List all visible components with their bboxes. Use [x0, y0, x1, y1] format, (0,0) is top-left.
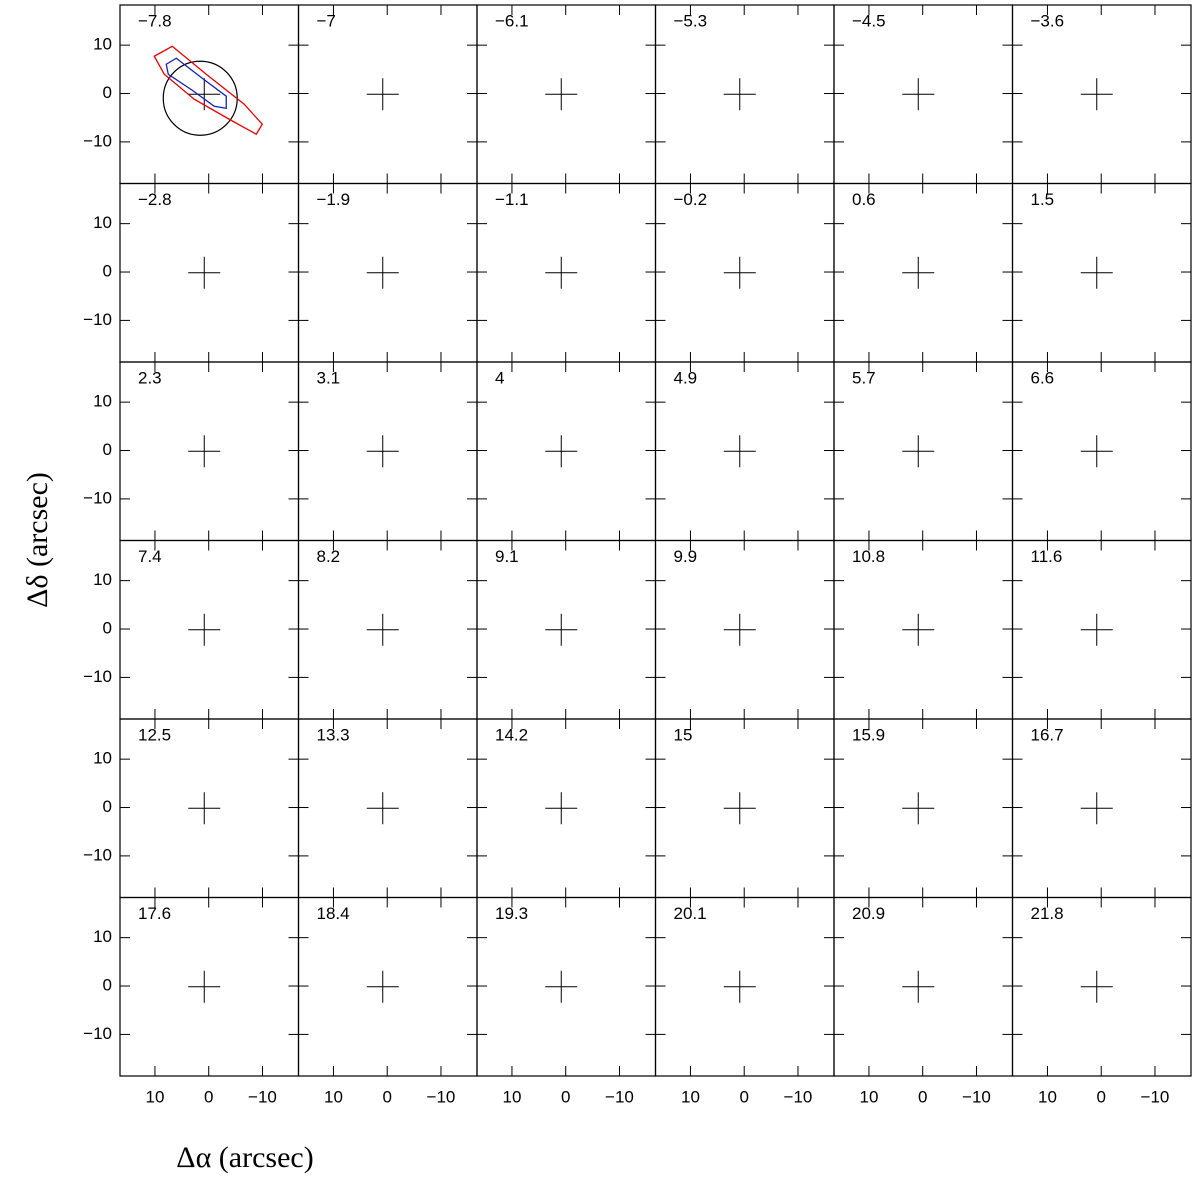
y-tick-label: −10: [83, 1024, 112, 1043]
x-tick-label: −10: [427, 1087, 456, 1106]
x-tick-label: 0: [739, 1087, 748, 1106]
y-tick-label: 10: [93, 927, 112, 946]
x-tick-label: 0: [382, 1087, 391, 1106]
x-tick-label: 10: [502, 1087, 521, 1106]
panel-label: 14.2: [495, 725, 528, 744]
y-tick-label: 10: [93, 213, 112, 232]
blue-outline: [165, 57, 227, 110]
panel-label: 20.1: [674, 904, 707, 923]
y-tick-label: −10: [83, 131, 112, 150]
panel-label: −5.3: [674, 11, 708, 30]
y-tick-label: 10: [93, 35, 112, 54]
y-tick-label: 0: [103, 262, 112, 281]
x-tick-label: 10: [681, 1087, 700, 1106]
x-tick-label: 0: [561, 1087, 570, 1106]
panel-label: 9.1: [495, 547, 519, 566]
panel-label: 10.8: [852, 547, 885, 566]
panel-label: 17.6: [138, 904, 171, 923]
panel-label: 15: [674, 725, 693, 744]
x-tick-label: 0: [1096, 1087, 1105, 1106]
y-tick-label: 0: [103, 976, 112, 995]
panel-label: 20.9: [852, 904, 885, 923]
panel-label: −0.2: [674, 190, 708, 209]
y-tick-label: 10: [93, 570, 112, 589]
y-tick-label: −10: [83, 845, 112, 864]
x-tick-label: −10: [784, 1087, 813, 1106]
x-tick-label: −10: [248, 1087, 277, 1106]
panel-label: 11.6: [1031, 547, 1063, 566]
panel-label: 15.9: [852, 725, 885, 744]
panel-label: 16.7: [1031, 725, 1064, 744]
x-tick-label: −10: [962, 1087, 991, 1106]
panel-label: −1.1: [495, 190, 529, 209]
y-tick-label: 0: [103, 619, 112, 638]
x-tick-label: 10: [859, 1087, 878, 1106]
panel-label: 2.3: [138, 368, 162, 387]
panel-label: −3.6: [1031, 11, 1065, 30]
panel-label: −4.5: [852, 11, 886, 30]
panel-label: 6.6: [1031, 368, 1055, 387]
y-tick-label: 10: [93, 392, 112, 411]
y-tick-label: 0: [103, 83, 112, 102]
panel-label: −2.8: [138, 190, 172, 209]
y-tick-label: −10: [83, 667, 112, 686]
panel-label: 1.5: [1031, 190, 1055, 209]
x-tick-label: −10: [605, 1087, 634, 1106]
panel-label: 0.6: [852, 190, 876, 209]
panel-label: −7: [317, 11, 336, 30]
panel-label: 9.9: [674, 547, 698, 566]
y-tick-label: 0: [103, 440, 112, 459]
panel-label: −6.1: [495, 11, 529, 30]
panel-label: 5.7: [852, 368, 876, 387]
panel-label: 4: [495, 368, 504, 387]
panel-label: 7.4: [138, 547, 162, 566]
panel-label: −1.9: [317, 190, 351, 209]
panel-label: 19.3: [495, 904, 528, 923]
x-tick-label: 10: [324, 1087, 343, 1106]
x-tick-label: 0: [204, 1087, 213, 1106]
panel-label: 12.5: [138, 725, 171, 744]
panel-label: 4.9: [674, 368, 698, 387]
x-tick-label: 10: [1038, 1087, 1057, 1106]
x-tick-label: 0: [918, 1087, 927, 1106]
x-axis-title: Δα (arcsec): [176, 1141, 313, 1174]
y-axis-title: Δδ (arcsec): [21, 472, 54, 608]
panel-label: 8.2: [317, 547, 341, 566]
red-outline: [153, 45, 264, 136]
x-tick-label: 10: [145, 1087, 164, 1106]
y-tick-label: 0: [103, 797, 112, 816]
y-tick-label: 10: [93, 749, 112, 768]
panel-label: 18.4: [317, 904, 350, 923]
panel-frame: [1011, 896, 1192, 1077]
x-tick-label: −10: [1141, 1087, 1170, 1106]
y-tick-label: −10: [83, 488, 112, 507]
panel-label: 13.3: [317, 725, 350, 744]
panel-label: 21.8: [1031, 904, 1064, 923]
y-tick-label: −10: [83, 310, 112, 329]
panel-label: −7.8: [138, 11, 172, 30]
panel-label: 3.1: [317, 368, 341, 387]
